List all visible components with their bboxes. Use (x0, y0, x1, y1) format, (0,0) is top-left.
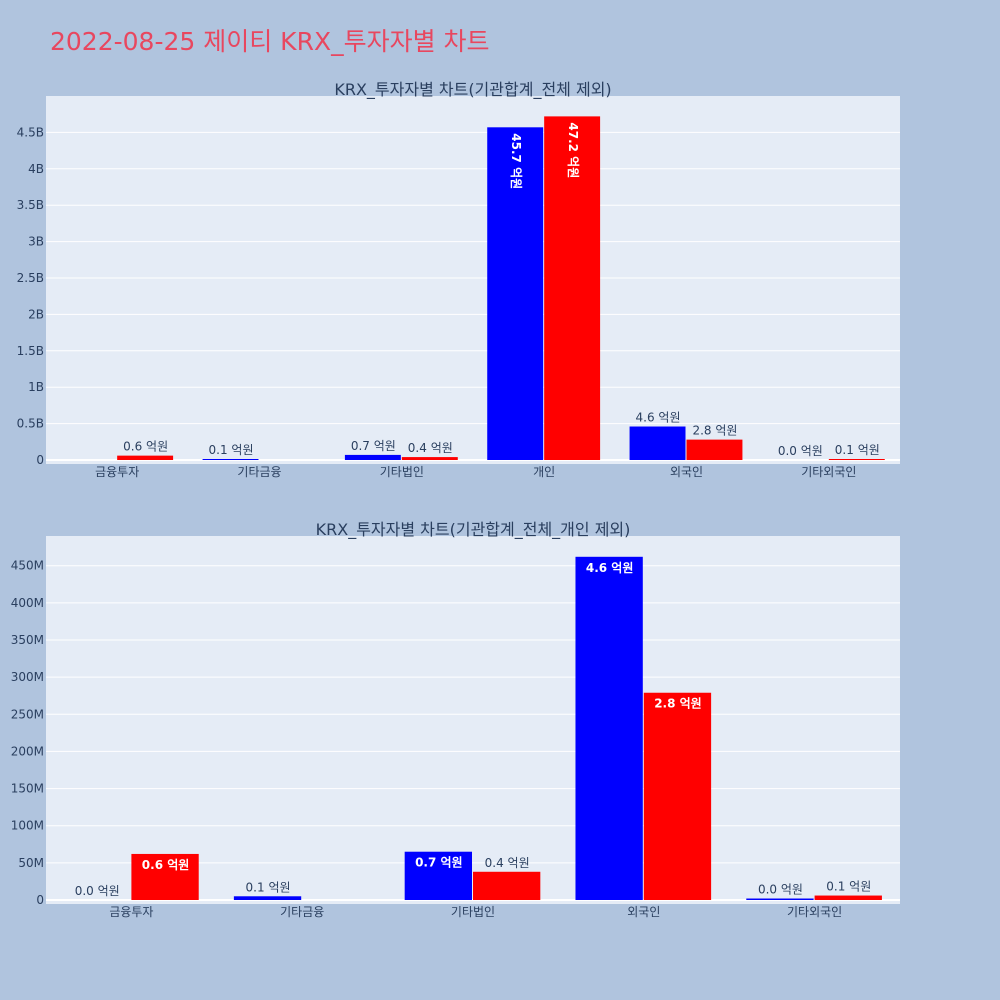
bar (117, 455, 174, 460)
y-tick-label: 4B (28, 162, 44, 176)
y-tick-label: 300M (11, 670, 44, 684)
data-label: 4.6 억원 (586, 561, 634, 575)
y-tick-label: 3B (28, 235, 44, 249)
data-label: 2.8 억원 (692, 424, 737, 438)
x-tick-label: 기타법인 (451, 905, 495, 919)
bar (344, 454, 401, 460)
x-tick-label: 기타금융 (280, 905, 324, 919)
y-tick-label: 200M (11, 744, 44, 758)
y-tick-label: 4.5B (17, 125, 44, 139)
data-label: 0.1 억원 (826, 880, 871, 894)
y-tick-label: 350M (11, 633, 44, 647)
bar (814, 895, 882, 900)
bar (544, 116, 601, 460)
bar (828, 459, 885, 460)
y-tick-label: 400M (11, 596, 44, 610)
y-tick-label: 3.5B (17, 198, 44, 212)
bar (575, 556, 643, 900)
data-label: 0.7 억원 (415, 856, 463, 870)
bar (746, 898, 814, 900)
bar (404, 851, 472, 900)
x-tick-label: 기타금융 (237, 465, 281, 479)
chart-title: KRX_투자자별 차트(기관합계_전체 제외) (334, 80, 611, 100)
chart-1: 0 0.5B 1B 1.5B 2B 2.5B 3B 3.5B 4B 4.5B KRX_투자자별 차트… (17, 80, 900, 479)
x-tick-label: 외국인 (670, 465, 703, 479)
y-tick-label: 2.5B (17, 271, 44, 285)
bar (131, 853, 199, 900)
plot-area (46, 96, 900, 464)
bar (202, 459, 259, 460)
bar (629, 426, 686, 460)
y-tick-label: 150M (11, 782, 44, 796)
data-label: 0.1 억원 (835, 443, 880, 457)
chart-2: 0 50M 100M 150M 200M 250M 300M 350M 400M 450M KRX_… (11, 520, 900, 919)
chart-title: KRX_투자자별 차트(기관합계_전체_개인 제외) (316, 520, 631, 540)
y-tick-label: 250M (11, 707, 44, 721)
y-tick-label: 1B (28, 380, 44, 394)
data-label: 0.1 억원 (246, 880, 291, 894)
x-tick-label: 기타법인 (380, 465, 424, 479)
data-label: 2.8 억원 (654, 697, 702, 711)
y-tick-label: 2B (28, 307, 44, 321)
y-tick-label: 450M (11, 559, 44, 573)
x-tick-label: 기타외국인 (787, 905, 842, 919)
y-tick-label: 1.5B (17, 344, 44, 358)
data-label: 0.1 억원 (209, 443, 254, 457)
data-label: 4.6 억원 (636, 411, 681, 425)
bar (233, 896, 302, 900)
data-label: 0.7 억원 (351, 439, 396, 453)
y-tick-label: 100M (11, 819, 44, 833)
plot-area (46, 536, 900, 904)
data-label: 0.4 억원 (485, 856, 530, 870)
x-tick-label: 기타외국인 (801, 465, 856, 479)
data-label: 0.4 억원 (408, 441, 453, 455)
page-title: 2022-08-25 제이티 KRX_투자자별 차트 (50, 27, 490, 56)
y-tick-label: 50M (18, 856, 44, 870)
data-label: 0.0 억원 (75, 884, 120, 898)
bar (473, 871, 541, 900)
y-tick-label: 0 (36, 453, 44, 467)
x-tick-label: 외국인 (627, 905, 660, 919)
data-label: 0.0 억원 (778, 444, 823, 458)
y-tick-label: 0 (36, 893, 44, 907)
data-label: 47.2 억원 (566, 122, 580, 178)
x-tick-label: 금융투자 (109, 905, 153, 919)
x-tick-label: 개인 (533, 465, 555, 479)
y-tick-label: 0.5B (17, 417, 44, 431)
data-label: 0.0 억원 (758, 883, 803, 897)
x-tick-label: 금융투자 (95, 465, 139, 479)
bar (487, 127, 544, 460)
bar (686, 439, 743, 460)
data-label: 0.6 억원 (123, 440, 168, 454)
bar (643, 692, 712, 900)
data-label: 0.6 억원 (142, 858, 190, 872)
bar (401, 457, 458, 460)
data-label: 45.7 억원 (509, 133, 523, 189)
